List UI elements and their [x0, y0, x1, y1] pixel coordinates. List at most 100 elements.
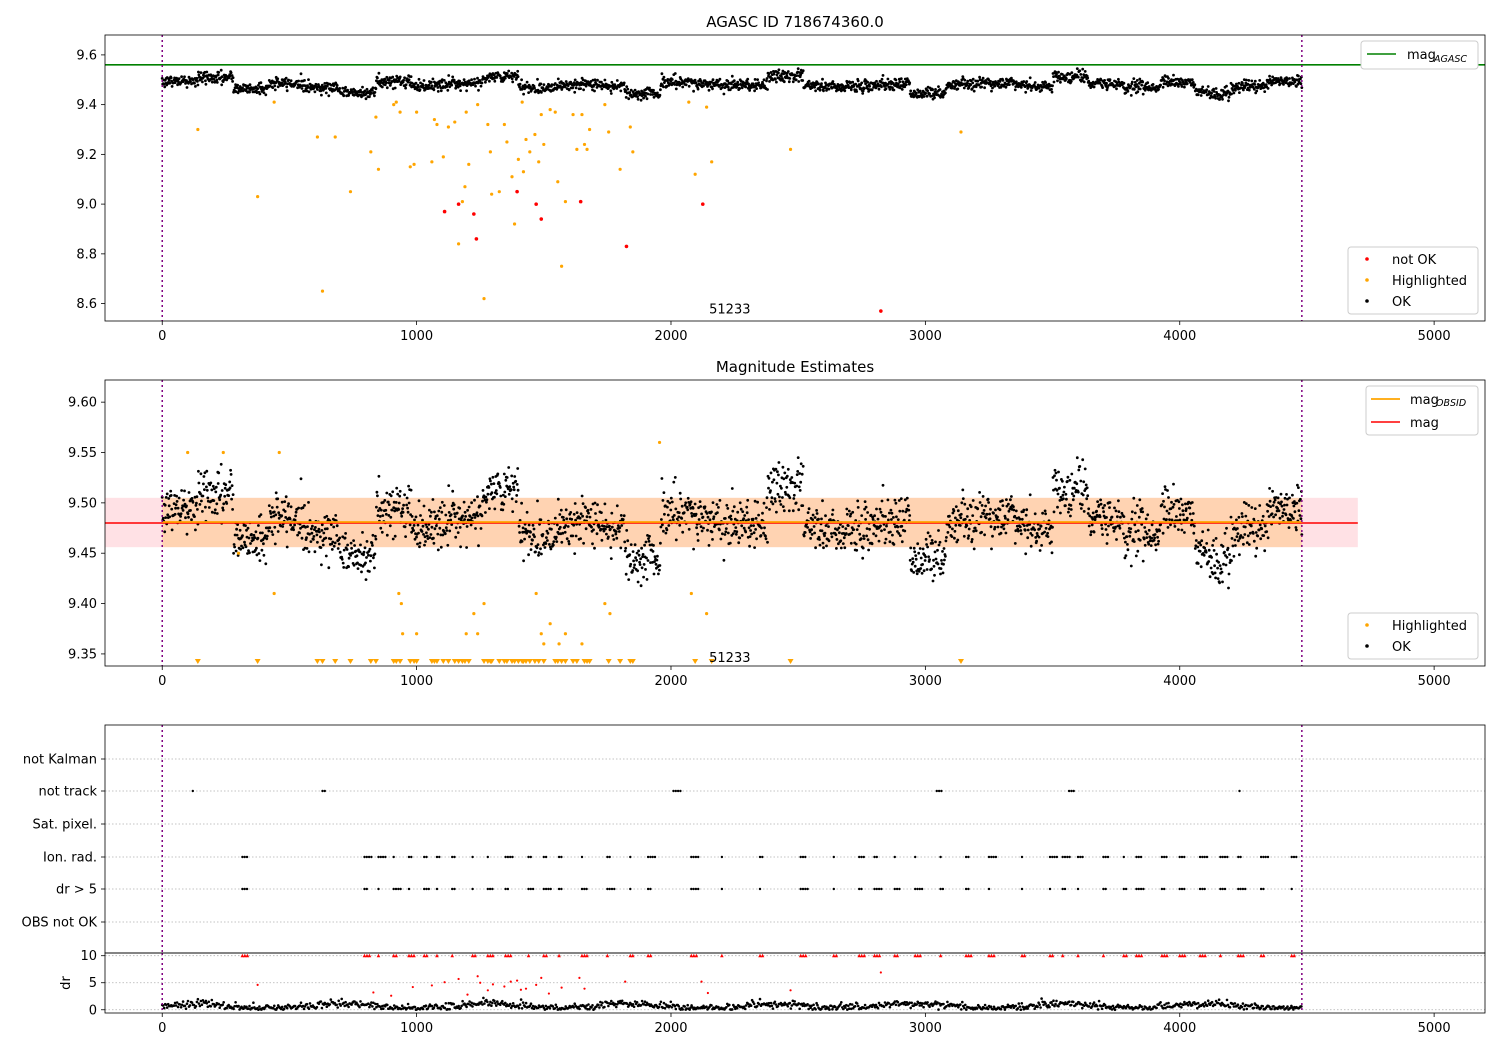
ok-point: [1057, 470, 1060, 474]
ok-point: [1283, 496, 1287, 500]
ok-point: [881, 74, 885, 77]
ok-point: [938, 540, 942, 544]
ok-point: [376, 76, 379, 80]
ok-point: [855, 528, 859, 531]
ok-point: [540, 91, 543, 94]
ok-point: [956, 538, 960, 542]
ok-point: [660, 477, 664, 480]
ok-point: [330, 548, 334, 551]
ok-point: [1246, 534, 1250, 538]
ok-point: [169, 494, 173, 497]
not-ok-point: [442, 209, 447, 214]
ok-point: [280, 78, 284, 81]
ok-point: [928, 92, 931, 96]
ok-point: [180, 489, 184, 492]
ok-point: [719, 537, 723, 541]
ok-point: [1089, 530, 1093, 534]
ok-point: [166, 513, 170, 517]
ok-point: [620, 524, 624, 527]
ok-point: [215, 81, 219, 84]
ok-point: [1264, 83, 1268, 87]
ok-point: [567, 88, 571, 92]
ok-point: [217, 471, 221, 475]
ok-point: [657, 572, 660, 576]
ok-point: [199, 472, 203, 476]
ok-point: [522, 92, 525, 96]
ok-point: [342, 566, 346, 569]
highlighted-point: [490, 192, 494, 196]
ok-point: [473, 516, 477, 519]
ok-point: [970, 538, 974, 541]
ok-point: [1014, 509, 1018, 513]
ok-point: [611, 534, 615, 537]
ok-point: [361, 531, 364, 534]
highlighted-point: [959, 130, 963, 134]
ok-point: [1083, 467, 1087, 471]
ok-point: [778, 495, 781, 499]
ok-point: [1252, 539, 1256, 543]
highlighted-point: [398, 110, 402, 114]
ok-point: [726, 531, 730, 535]
ok-point: [1050, 540, 1053, 544]
ok-point: [777, 71, 780, 75]
ok-point: [541, 86, 545, 89]
ok-point: [376, 494, 379, 498]
ok-point: [465, 546, 468, 549]
ok-point: [1056, 505, 1059, 509]
ok-point: [371, 544, 374, 547]
ok-point: [1156, 542, 1160, 546]
ok-point: [371, 88, 374, 92]
ok-point: [662, 75, 666, 79]
ok-point: [432, 88, 436, 92]
ok-point: [921, 563, 924, 566]
ok-point: [233, 533, 237, 537]
ok-point: [1276, 496, 1280, 500]
ok-point: [262, 553, 266, 557]
ok-point: [637, 549, 640, 553]
ok-point: [509, 488, 513, 492]
ok-point: [872, 86, 875, 89]
ok-point: [203, 488, 206, 491]
ok-point: [503, 495, 507, 498]
ok-point: [1114, 509, 1118, 513]
ok-point: [541, 533, 545, 536]
flag-point: [1081, 855, 1084, 859]
highlighted-point: [607, 130, 611, 134]
ok-point: [1135, 504, 1139, 507]
x-tick-label: 2000: [654, 329, 687, 344]
ok-point: [1269, 505, 1272, 508]
ok-point: [801, 69, 805, 73]
ok-point: [937, 543, 941, 547]
ok-point: [658, 568, 661, 572]
ok-point: [712, 515, 716, 519]
ok-point: [644, 568, 647, 571]
ok-point: [549, 547, 553, 551]
ok-point: [672, 514, 676, 517]
ok-point: [615, 87, 619, 90]
highlighted-point: [585, 147, 589, 151]
flag-point: [243, 887, 246, 891]
ok-point: [1173, 525, 1177, 528]
ok-point: [255, 546, 258, 550]
ok-point: [1251, 532, 1255, 535]
ok-point: [917, 551, 921, 555]
ok-point: [377, 474, 381, 478]
ok-point: [1201, 85, 1205, 89]
ok-point: [342, 94, 346, 98]
ok-point: [195, 76, 199, 80]
ok-point: [430, 510, 433, 514]
flag-point: [1262, 855, 1265, 859]
highlighted-point: [453, 120, 457, 124]
ok-point: [1138, 538, 1142, 542]
ok-point: [462, 500, 466, 504]
ok-point: [1238, 91, 1241, 94]
ok-point: [662, 491, 666, 494]
ok-point: [1025, 508, 1029, 512]
ok-point: [978, 75, 981, 79]
flag-category-label: not Kalman: [23, 753, 97, 768]
ok-point: [264, 93, 268, 97]
ok-point: [907, 508, 911, 512]
ok-point: [559, 508, 563, 512]
ok-point: [856, 499, 860, 503]
ok-point: [920, 571, 924, 575]
